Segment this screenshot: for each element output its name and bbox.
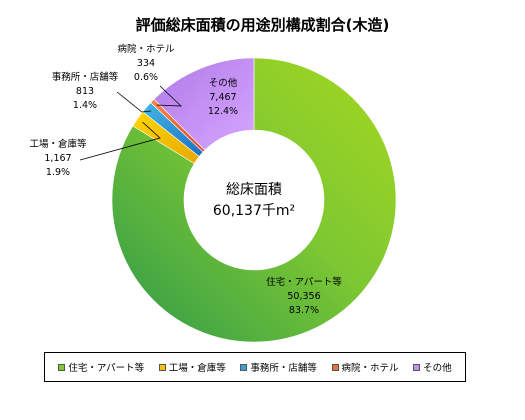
legend-item-factory: 工場・倉庫等 xyxy=(158,360,226,374)
data-label-factory-percent: 1.9% xyxy=(46,167,70,178)
data-label-factory-value: 1,167 xyxy=(44,153,71,164)
legend-label-factory: 工場・倉庫等 xyxy=(168,363,226,374)
legend-swatch-factory xyxy=(158,363,166,371)
slice-housing xyxy=(111,57,397,343)
data-label-office-name: 事務所・店舗等 xyxy=(52,71,119,83)
data-label-housing-name: 住宅・アパート等 xyxy=(266,276,342,288)
legend-label-other: その他 xyxy=(423,363,452,374)
leader-line-office xyxy=(116,91,152,113)
data-label-hospital-name: 病院・ホテル xyxy=(117,43,175,55)
legend-label-office: 事務所・店舗等 xyxy=(250,363,317,374)
legend-swatch-hospital xyxy=(331,363,339,371)
legend-item-other: その他 xyxy=(413,360,452,374)
legend-item-hospital: 病院・ホテル xyxy=(331,360,399,374)
legend-item-office: 事務所・店舗等 xyxy=(240,360,317,374)
data-label-factory-name: 工場・倉庫等 xyxy=(29,138,87,150)
legend-swatch-other xyxy=(413,363,421,371)
legend-item-housing: 住宅・アパート等 xyxy=(58,360,144,374)
data-label-housing-value: 50,356 xyxy=(287,291,320,302)
data-label-other-name: その他 xyxy=(209,77,238,89)
data-label-office-value: 813 xyxy=(76,86,94,97)
legend-label-hospital: 病院・ホテル xyxy=(341,363,399,374)
leader-line-factory xyxy=(79,121,161,161)
legend-label-housing: 住宅・アパート等 xyxy=(68,363,145,374)
chart-legend: 住宅・アパート等 工場・倉庫等 事務所・店舗等 病院・ホテル その他 xyxy=(44,352,466,382)
legend-swatch-housing xyxy=(58,363,66,371)
data-label-housing-percent: 83.7% xyxy=(289,305,319,316)
slice-other xyxy=(153,57,255,151)
legend-swatch-office xyxy=(240,363,248,371)
data-label-hospital-percent: 0.6% xyxy=(134,72,158,83)
data-label-hospital-value: 334 xyxy=(137,58,155,69)
data-label-office-percent: 1.4% xyxy=(73,100,97,111)
leader-line-hospital xyxy=(156,85,183,107)
center-label-line-2: 60,137千m² xyxy=(213,203,295,219)
center-label-line-1: 総床面積 xyxy=(226,182,282,198)
data-label-other-value: 7,467 xyxy=(209,92,236,103)
data-label-other-percent: 12.4% xyxy=(208,106,238,117)
chart-title: 評価総床面積の用途別構成割合(木造) xyxy=(135,16,390,34)
